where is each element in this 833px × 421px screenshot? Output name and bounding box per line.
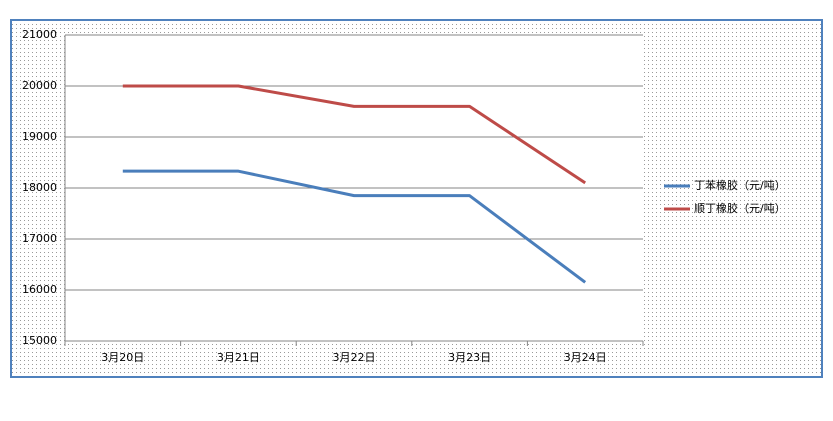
y-tick-label: 19000 (22, 130, 57, 143)
y-tick-label: 16000 (22, 283, 57, 296)
x-tick-label: 3月22日 (333, 351, 376, 364)
series-line (122, 169, 587, 284)
y-tick-label: 21000 (22, 28, 57, 41)
y-tick-label: 15000 (22, 334, 57, 347)
x-tick-label: 3月24日 (564, 351, 607, 364)
x-tick-label: 3月21日 (217, 351, 260, 364)
legend-label: 顺丁橡胶（元/吨） (694, 201, 786, 215)
x-tick-label: 3月20日 (101, 351, 144, 364)
y-tick-label: 18000 (22, 181, 57, 194)
y-tick-label: 17000 (22, 232, 57, 245)
legend-label: 丁苯橡胶（元/吨） (694, 178, 786, 192)
x-tick-label: 3月23日 (448, 351, 491, 364)
series-line (122, 84, 587, 185)
y-tick-label: 20000 (22, 79, 57, 92)
